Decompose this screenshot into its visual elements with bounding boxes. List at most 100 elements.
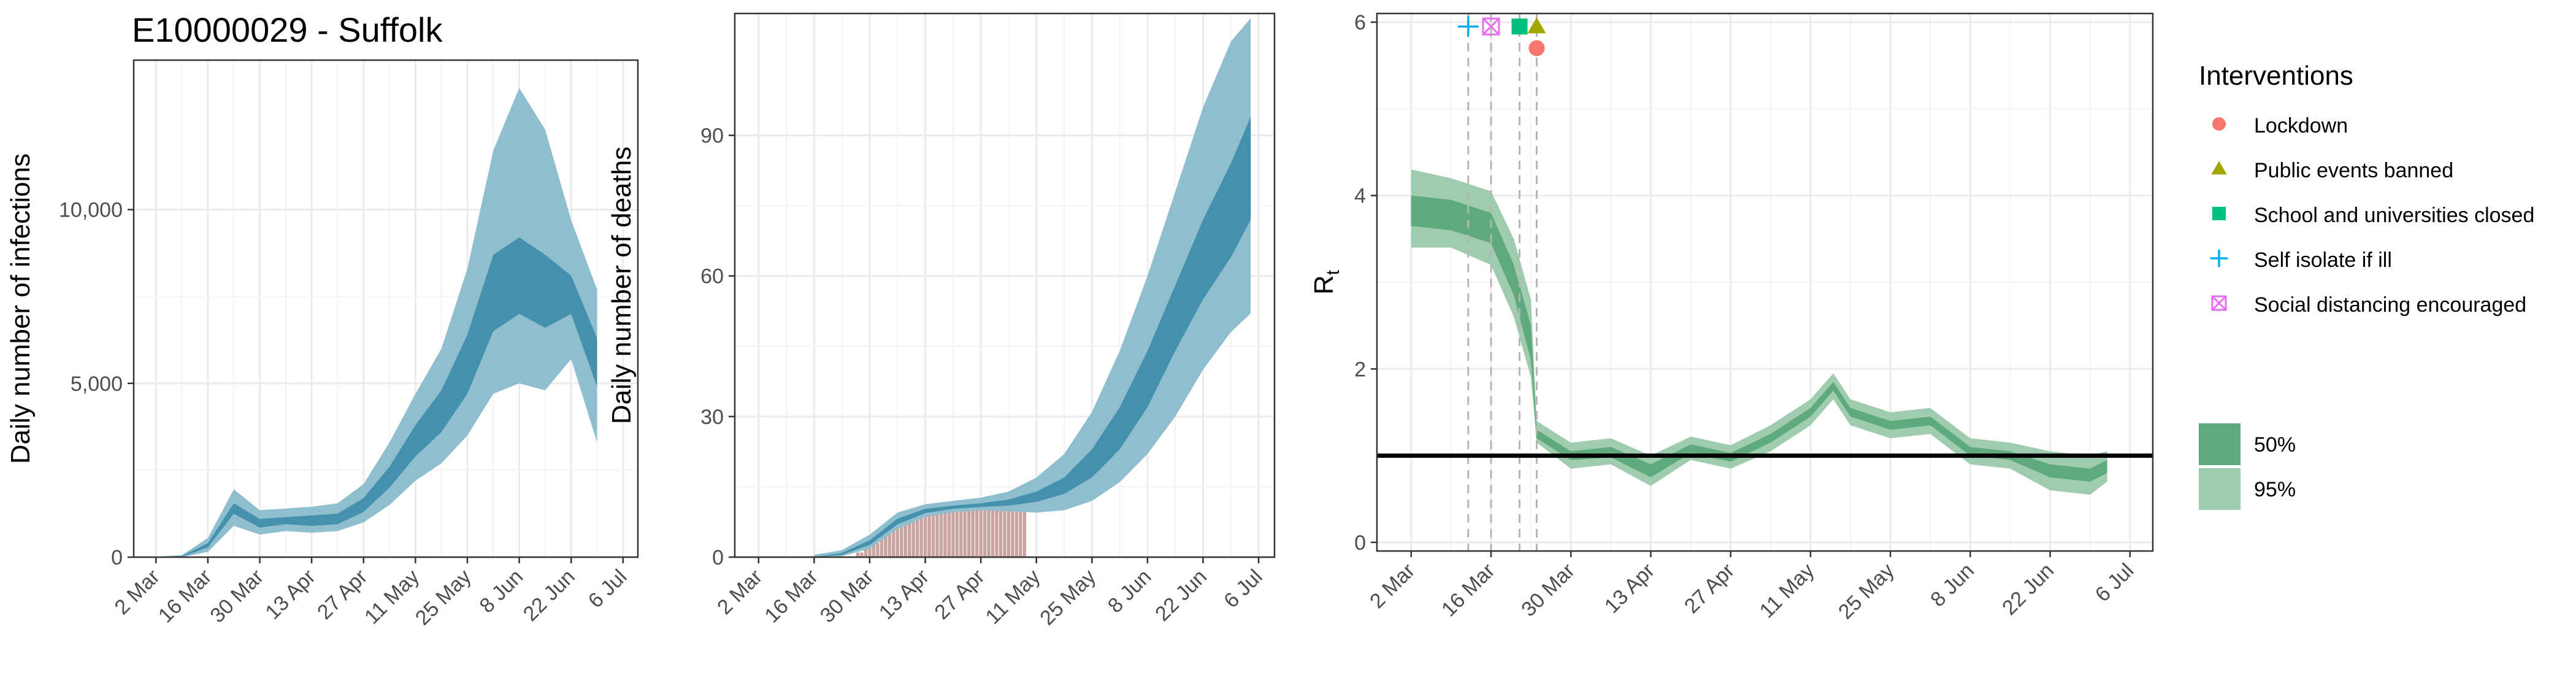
observed-death-bar bbox=[884, 533, 887, 557]
legend-key-boxcross-box bbox=[2211, 295, 2227, 311]
y-tick-label: 10,000 bbox=[59, 199, 123, 222]
observed-death-bar bbox=[995, 510, 999, 557]
y-tick-label: 0 bbox=[1354, 531, 1366, 555]
observed-death-bar bbox=[955, 510, 959, 557]
observed-death-bar bbox=[947, 510, 951, 557]
observed-death-bar bbox=[895, 524, 900, 557]
x-tick-label: 2 Mar bbox=[713, 565, 767, 619]
observed-death-bar bbox=[959, 510, 963, 557]
observed-death-bar bbox=[967, 510, 971, 557]
panel-border bbox=[734, 12, 1276, 558]
legend-key-triangle-triangle bbox=[2211, 161, 2227, 175]
observed-death-bar bbox=[999, 510, 1003, 557]
x-tick-label: 16 Mar bbox=[1437, 559, 1500, 622]
observed-death-bar bbox=[975, 510, 979, 557]
y-tick-label: 4 bbox=[1354, 185, 1366, 208]
legend-key-square-square bbox=[2212, 207, 2226, 220]
observed-death-bar bbox=[1011, 510, 1014, 557]
intervention-marker-square bbox=[1511, 18, 1528, 35]
ci50-band bbox=[156, 237, 597, 557]
observed-death-bar bbox=[907, 515, 911, 557]
intervention-marker-triangle bbox=[1527, 17, 1546, 34]
ci95-band bbox=[1411, 169, 2107, 495]
y-tick-label: 6 bbox=[1354, 11, 1366, 34]
observed-death-bar bbox=[872, 543, 876, 557]
ci50-band bbox=[1411, 195, 2107, 482]
intervention-marker-circle bbox=[1528, 40, 1545, 56]
legend-key-circle-circle bbox=[2212, 117, 2226, 131]
y-axis-title: Rt bbox=[1309, 269, 1343, 295]
legend-label: Lockdown bbox=[2254, 114, 2348, 137]
legend-band-label: 50% bbox=[2254, 433, 2296, 457]
observed-death-bar bbox=[1019, 510, 1022, 557]
observed-death-bar bbox=[923, 510, 927, 557]
x-tick-label: 30 Mar bbox=[816, 565, 878, 628]
observed-death-bar bbox=[931, 510, 935, 557]
y-tick-label: 5,000 bbox=[71, 372, 123, 396]
y-axis-title: Daily number of deaths bbox=[607, 147, 637, 424]
ci50-band bbox=[814, 117, 1251, 557]
observed-death-bar bbox=[864, 547, 868, 557]
x-tick-label: 30 Mar bbox=[1517, 559, 1579, 622]
observed-death-bar bbox=[856, 552, 860, 557]
x-tick-label: 27 Apr bbox=[1680, 559, 1739, 618]
x-tick-label: 22 Jun bbox=[1151, 565, 1211, 626]
intervention-marker-box bbox=[1482, 17, 1500, 36]
x-tick-label: 2 Mar bbox=[1365, 559, 1419, 613]
x-tick-label: 13 Apr bbox=[875, 565, 933, 624]
x-tick-label: 27 Apr bbox=[930, 565, 989, 624]
legend-label: School and universities closed bbox=[2254, 204, 2534, 227]
x-tick-label: 11 May bbox=[360, 565, 424, 629]
observed-death-bar bbox=[880, 538, 884, 557]
observed-death-bar bbox=[911, 515, 915, 557]
intervention-marker-cross bbox=[1482, 18, 1500, 36]
observed-death-bar bbox=[892, 529, 895, 557]
x-tick-label: 13 Apr bbox=[1600, 559, 1659, 618]
legend-label: Social distancing encouraged bbox=[2254, 293, 2526, 317]
legend: Interventions Lockdown Public events banne… bbox=[2199, 61, 2534, 510]
y-tick-label: 90 bbox=[700, 125, 724, 148]
observed-death-bar bbox=[876, 543, 880, 557]
x-tick-label: 25 May bbox=[1035, 565, 1100, 630]
x-tick-label: 16 Mar bbox=[154, 565, 217, 628]
y-tick-label: 60 bbox=[700, 265, 724, 288]
legend-title: Interventions bbox=[2199, 61, 2353, 91]
intervention-marker-plus bbox=[1457, 16, 1479, 37]
observed-death-bar bbox=[1014, 510, 1019, 557]
x-tick-label: 6 Jul bbox=[1219, 565, 1267, 613]
observed-death-bar bbox=[951, 510, 955, 557]
chart-title: E10000029 - Suffolk bbox=[132, 10, 443, 49]
legend-label: Public events banned bbox=[2254, 159, 2453, 182]
y-axis-title-subscript: t bbox=[1323, 269, 1343, 275]
observed-death-bar bbox=[971, 510, 975, 557]
y-tick-label: 30 bbox=[700, 406, 724, 429]
observed-death-bar bbox=[1022, 510, 1027, 557]
x-tick-label: 16 Mar bbox=[760, 565, 822, 628]
y-tick-label: 0 bbox=[712, 546, 724, 569]
panel-border bbox=[1376, 12, 2154, 552]
x-tick-label: 8 Jun bbox=[1103, 565, 1156, 618]
x-tick-label: 6 Jul bbox=[584, 565, 632, 613]
y-tick-label: 2 bbox=[1354, 358, 1366, 381]
x-tick-label: 6 Jul bbox=[2091, 559, 2139, 607]
observed-death-bar bbox=[991, 510, 995, 557]
observed-death-bar bbox=[987, 510, 991, 557]
x-tick-label: 22 Jun bbox=[1998, 559, 2058, 620]
ci95-band bbox=[156, 88, 597, 558]
x-tick-label: 22 Jun bbox=[519, 565, 580, 626]
legend-key-boxcross-cross bbox=[2211, 295, 2227, 311]
x-tick-label: 25 May bbox=[411, 565, 476, 630]
x-tick-label: 11 May bbox=[981, 565, 1045, 629]
x-tick-label: 25 May bbox=[1834, 559, 1899, 624]
x-tick-label: 30 Mar bbox=[205, 565, 268, 628]
observed-death-bar bbox=[900, 519, 903, 557]
observed-death-bar bbox=[887, 533, 892, 557]
legend-band-label: 95% bbox=[2254, 478, 2296, 501]
legend-label: Self isolate if ill bbox=[2254, 249, 2392, 272]
x-tick-label: 11 May bbox=[1755, 559, 1819, 623]
